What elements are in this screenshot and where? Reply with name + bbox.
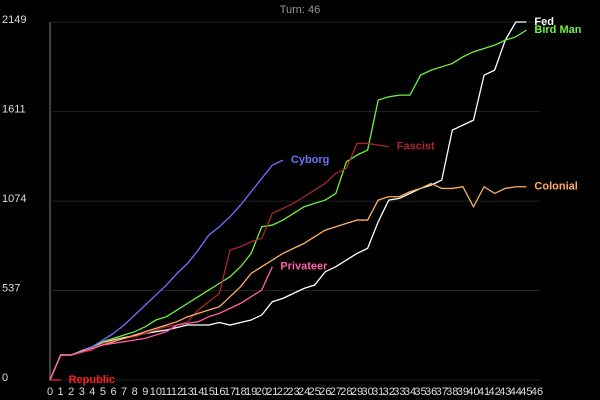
x-tick-label: 33 xyxy=(393,386,405,398)
x-tick-label: 44 xyxy=(510,386,522,398)
x-tick-label: 23 xyxy=(287,386,299,398)
x-tick-label: 6 xyxy=(110,386,116,398)
x-tick-label: 43 xyxy=(499,386,511,398)
series-line xyxy=(49,159,284,381)
series-line xyxy=(49,142,389,381)
chart-title: Turn: 46 xyxy=(280,4,321,16)
x-tick-label: 42 xyxy=(489,386,501,398)
series-label: Fascist xyxy=(397,141,435,153)
x-tick-label: 35 xyxy=(414,386,426,398)
x-tick-label: 11 xyxy=(161,386,172,398)
series-line xyxy=(49,182,527,381)
x-tick-label: 3 xyxy=(79,386,85,398)
x-tick-label: 14 xyxy=(192,386,204,398)
x-tick-label: 20 xyxy=(256,386,268,398)
x-tick-label: 38 xyxy=(446,386,458,398)
x-tick-label: 25 xyxy=(309,386,321,398)
series-line xyxy=(49,266,273,381)
y-tick-label: 1074 xyxy=(2,193,26,205)
y-tick-label: 0 xyxy=(2,372,8,384)
x-tick-label: 29 xyxy=(351,386,363,398)
x-tick-label: 15 xyxy=(203,386,215,398)
x-tick-label: 37 xyxy=(436,386,448,398)
x-tick-label: 46 xyxy=(531,386,543,398)
x-tick-label: 7 xyxy=(121,386,127,398)
x-tick-label: 12 xyxy=(171,386,183,398)
x-tick-label: 18 xyxy=(234,386,246,398)
x-tick-label: 22 xyxy=(277,386,289,398)
x-tick-label: 4 xyxy=(89,386,95,398)
series-label: Bird Man xyxy=(534,24,581,36)
x-tick-label: 40 xyxy=(467,386,479,398)
y-tick-label: 2149 xyxy=(2,14,26,26)
x-tick-label: 27 xyxy=(330,386,342,398)
x-tick-label: 0 xyxy=(47,386,53,398)
x-tick-label: 31 xyxy=(372,386,384,398)
x-tick-label: 5 xyxy=(100,386,106,398)
series-line xyxy=(49,29,527,381)
x-tick-label: 28 xyxy=(340,386,352,398)
x-tick-label: 24 xyxy=(298,386,310,398)
x-tick-label: 17 xyxy=(224,386,236,398)
x-tick-label: 30 xyxy=(361,386,373,398)
x-tick-label: 39 xyxy=(457,386,469,398)
series-label: Colonial xyxy=(534,181,577,193)
x-tick-label: 9 xyxy=(142,386,148,398)
x-tick-label: 45 xyxy=(520,386,532,398)
series-label: Cyborg xyxy=(291,154,330,166)
x-tick-label: 32 xyxy=(383,386,395,398)
x-tick-label: 2 xyxy=(68,386,74,398)
series-label: Fed xyxy=(534,16,554,28)
x-tick-label: 19 xyxy=(245,386,257,398)
x-tick-label: 10 xyxy=(150,386,162,398)
x-tick-label: 8 xyxy=(132,386,138,398)
y-tick-label: 537 xyxy=(2,282,20,294)
x-tick-label: 34 xyxy=(404,386,416,398)
series-label: Privateer xyxy=(280,261,328,273)
x-tick-label: 13 xyxy=(182,386,194,398)
x-tick-label: 21 xyxy=(266,386,278,398)
x-tick-label: 36 xyxy=(425,386,437,398)
x-tick-label: 1 xyxy=(58,386,64,398)
series-label: Republic xyxy=(69,374,115,386)
x-tick-label: 26 xyxy=(319,386,331,398)
x-tick-label: 41 xyxy=(478,386,490,398)
x-tick-label: 16 xyxy=(213,386,225,398)
y-tick-label: 1611 xyxy=(2,104,26,116)
